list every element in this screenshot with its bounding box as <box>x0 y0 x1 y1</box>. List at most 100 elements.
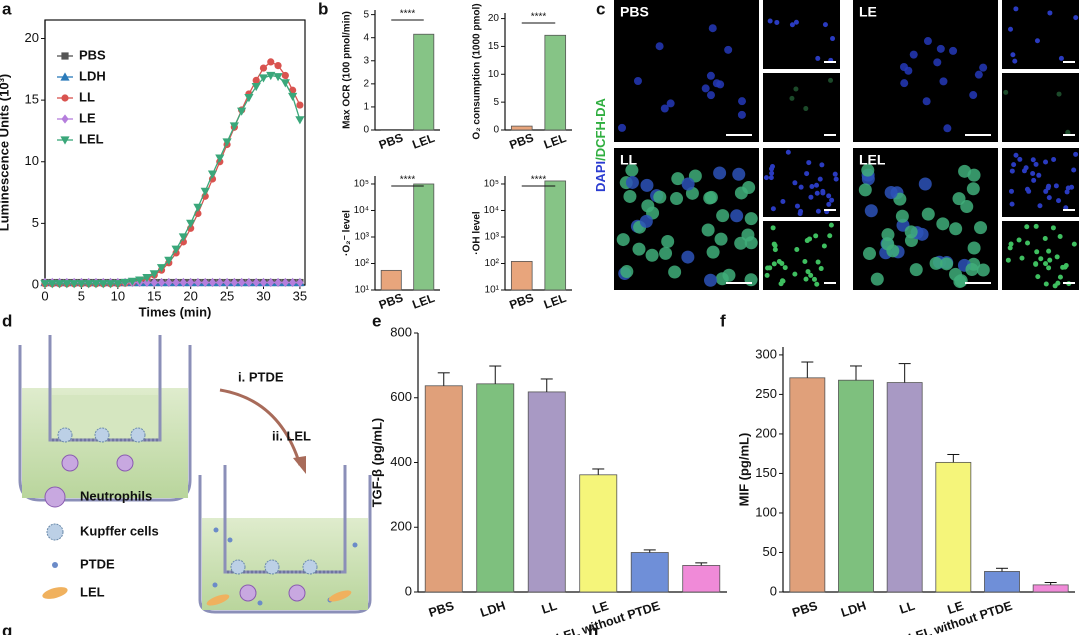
micrograph-group: LE <box>853 0 1079 142</box>
cell <box>864 204 878 218</box>
cell <box>899 63 908 72</box>
marker <box>61 52 69 60</box>
x-tick-label: LE <box>946 599 966 617</box>
y-tick-label: 10⁵ <box>484 179 499 190</box>
cell <box>819 162 825 168</box>
cell <box>1008 26 1014 32</box>
cell <box>909 50 918 59</box>
cell <box>633 77 642 86</box>
y-tick-label: 0 <box>405 583 412 598</box>
significance-label: **** <box>400 175 416 186</box>
micrograph-label: LEL <box>859 152 886 168</box>
legend-label: PTDE <box>80 556 115 571</box>
marker <box>222 138 232 147</box>
cell <box>1008 188 1014 194</box>
cell <box>1035 274 1041 280</box>
marker <box>120 278 130 288</box>
cell <box>1037 203 1043 209</box>
y-tick-label: 10⁴ <box>484 205 499 216</box>
marker <box>274 62 282 70</box>
cell <box>1012 58 1018 64</box>
micrograph <box>614 0 759 142</box>
bar <box>984 571 1020 593</box>
y-tick-label: 300 <box>755 346 777 361</box>
cell <box>1047 10 1053 16</box>
cell <box>1047 257 1053 263</box>
bar <box>630 552 669 593</box>
bar <box>935 461 972 593</box>
x-tick-label: 30 <box>256 288 270 303</box>
cell <box>1073 151 1079 157</box>
cell <box>918 177 932 191</box>
y-tick-label: 20 <box>25 30 39 45</box>
marker <box>164 256 174 265</box>
cell <box>1010 52 1016 58</box>
y-tick-label: 10² <box>355 258 370 269</box>
cell <box>939 77 948 86</box>
cell <box>744 212 758 226</box>
cell <box>1013 6 1019 12</box>
panel-label: d <box>2 311 12 330</box>
y-tick-label: 200 <box>755 425 777 440</box>
y-tick-label: 10 <box>25 153 39 168</box>
marker <box>113 280 123 289</box>
cell <box>713 166 727 180</box>
cell <box>1057 274 1063 280</box>
cell <box>802 258 808 264</box>
marker <box>252 277 260 288</box>
legend-label: PBS <box>79 47 106 62</box>
cell <box>921 207 935 221</box>
cell <box>722 268 736 282</box>
y-tick-label: 4 <box>363 32 369 43</box>
marker <box>61 114 69 124</box>
marker <box>216 277 224 288</box>
y-tick-label: 0 <box>363 125 369 136</box>
cell <box>701 84 710 93</box>
stain-name: /DCFH-DA <box>593 97 608 160</box>
panel-label: h <box>588 621 598 635</box>
marker <box>150 277 158 288</box>
cell <box>1008 241 1014 247</box>
cell <box>770 206 776 212</box>
cell <box>803 276 809 282</box>
legend-label: Kupffer cells <box>80 523 159 538</box>
marker <box>61 94 69 102</box>
cell <box>1051 156 1057 162</box>
marker <box>149 270 159 279</box>
y-tick-label: 10⁵ <box>354 179 369 190</box>
x-tick-label: LEL <box>542 291 568 312</box>
cell <box>832 171 838 177</box>
marker <box>289 277 297 288</box>
significance-label: **** <box>531 175 547 186</box>
y-tick-label: 10¹ <box>355 285 370 296</box>
cell <box>820 188 826 194</box>
bar <box>424 385 463 593</box>
bar <box>682 565 721 593</box>
cell <box>870 272 884 286</box>
cell <box>1038 256 1044 262</box>
cell <box>858 183 872 197</box>
cell <box>833 176 839 182</box>
cell <box>923 37 932 46</box>
x-tick-label: 35 <box>293 288 307 303</box>
y-tick-label: 3 <box>363 55 369 66</box>
series-line <box>45 74 301 285</box>
y-axis-title: Luminescence Units (10³) <box>0 74 11 232</box>
cell <box>1071 167 1077 173</box>
marker <box>266 71 276 81</box>
marker <box>238 277 246 288</box>
marker <box>157 277 166 288</box>
cell <box>681 177 695 191</box>
cell <box>881 228 895 242</box>
marker <box>193 203 203 212</box>
cell <box>769 170 775 176</box>
cell <box>830 36 836 42</box>
bar <box>413 183 435 291</box>
cell <box>772 243 778 249</box>
y-tick-label: 150 <box>755 465 777 480</box>
cell <box>904 225 918 239</box>
marker <box>76 280 87 289</box>
cell <box>794 246 800 252</box>
y-tick-label: 400 <box>390 454 412 469</box>
cell <box>744 273 758 287</box>
